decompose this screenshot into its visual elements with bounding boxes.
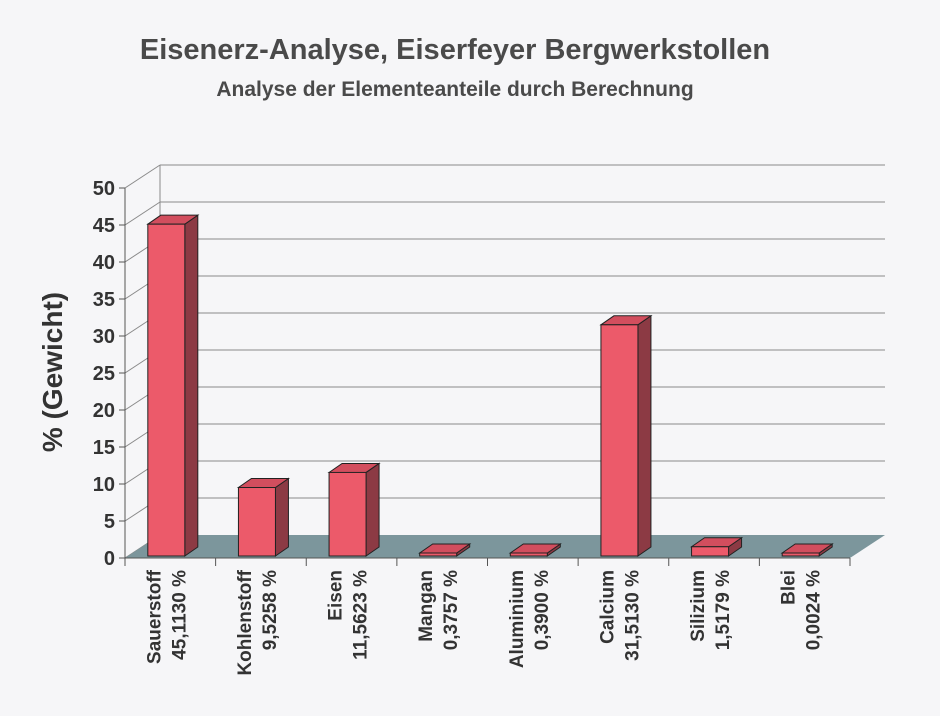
- x-category-label: Silizium 1,5179 %: [688, 570, 734, 650]
- bars: [146, 214, 834, 557]
- category-name: Kohlenstoff: [235, 569, 256, 675]
- bar: [236, 477, 291, 557]
- value-label: 0,0024 %: [804, 570, 825, 650]
- category-labels: Sauerstoff 45,1130 % Kohlenstoff 9,5258 % Ei…: [144, 569, 824, 675]
- bar-side: [637, 314, 652, 557]
- x-category-label: Eisen 11,5623 %: [326, 570, 372, 660]
- category-name: Calcium: [597, 570, 618, 644]
- grid-diagonal: [124, 164, 161, 189]
- y-tick-label: 15: [93, 437, 115, 459]
- y-tick-label: 35: [93, 289, 115, 311]
- value-label: 31,5130 %: [622, 570, 643, 661]
- grid-diagonal: [124, 201, 161, 226]
- value-label: 11,5623 %: [351, 570, 372, 660]
- category-name: Silizium: [688, 570, 709, 642]
- bar-front: [509, 552, 548, 557]
- bar: [418, 543, 472, 557]
- chart-subtitle: Analyse der Elementeanteile durch Berech…: [216, 78, 694, 101]
- value-label: 1,5179 %: [713, 570, 734, 650]
- x-category-label: Blei 0,0024 %: [779, 570, 825, 650]
- bar: [780, 543, 834, 557]
- bar-front: [781, 552, 820, 557]
- y-tick-label: 20: [93, 400, 115, 422]
- value-label: 0,3757 %: [441, 570, 462, 650]
- bar: [689, 536, 744, 557]
- x-category-label: Sauerstoff 45,1130 %: [144, 569, 190, 664]
- x-category-label: Aluminium 0,3900 %: [507, 570, 553, 668]
- bar-side: [184, 214, 199, 557]
- y-tick-label: 45: [93, 215, 115, 237]
- x-category-label: Calcium 31,5130 %: [597, 570, 643, 661]
- category-name: Sauerstoff: [144, 569, 165, 664]
- y-tick-label: 30: [93, 326, 115, 348]
- y-tick-label: 25: [93, 363, 115, 385]
- y-axis-label: % (Gewicht): [37, 292, 68, 452]
- category-name: Blei: [779, 570, 800, 605]
- bar: [327, 462, 381, 557]
- bar-side: [365, 462, 380, 557]
- y-tick-label: 50: [93, 178, 115, 200]
- value-label: 9,5258 %: [260, 570, 281, 650]
- y-tick-label: 40: [93, 252, 115, 274]
- bar-front: [419, 552, 458, 557]
- value-label: 45,1130 %: [169, 570, 190, 660]
- category-name: Aluminium: [507, 570, 528, 668]
- bar-front: [600, 324, 639, 557]
- bar: [146, 214, 200, 557]
- chart-title: Eisenerz-Analyse, Eiserfeyer Bergwerksto…: [139, 34, 771, 66]
- y-tick-label: 0: [104, 548, 115, 570]
- x-category-label: Kohlenstoff 9,5258 %: [235, 569, 281, 675]
- x-category-label: Mangan 0,3757 %: [416, 570, 462, 650]
- bar: [508, 543, 562, 557]
- y-axis: 0 5 10 15 20 25 30 35 40 45 50: [93, 178, 851, 570]
- y-tick-label: 5: [104, 511, 115, 533]
- category-name: Mangan: [416, 570, 437, 642]
- bar-front: [147, 223, 186, 557]
- bar: [599, 314, 653, 557]
- value-label: 0,3900 %: [532, 570, 553, 650]
- bar-side: [274, 477, 289, 557]
- category-name: Eisen: [326, 570, 347, 621]
- y-tick-label: 10: [93, 474, 115, 496]
- bar-front: [328, 471, 367, 557]
- bar-front: [691, 546, 730, 557]
- bar-front: [237, 487, 276, 557]
